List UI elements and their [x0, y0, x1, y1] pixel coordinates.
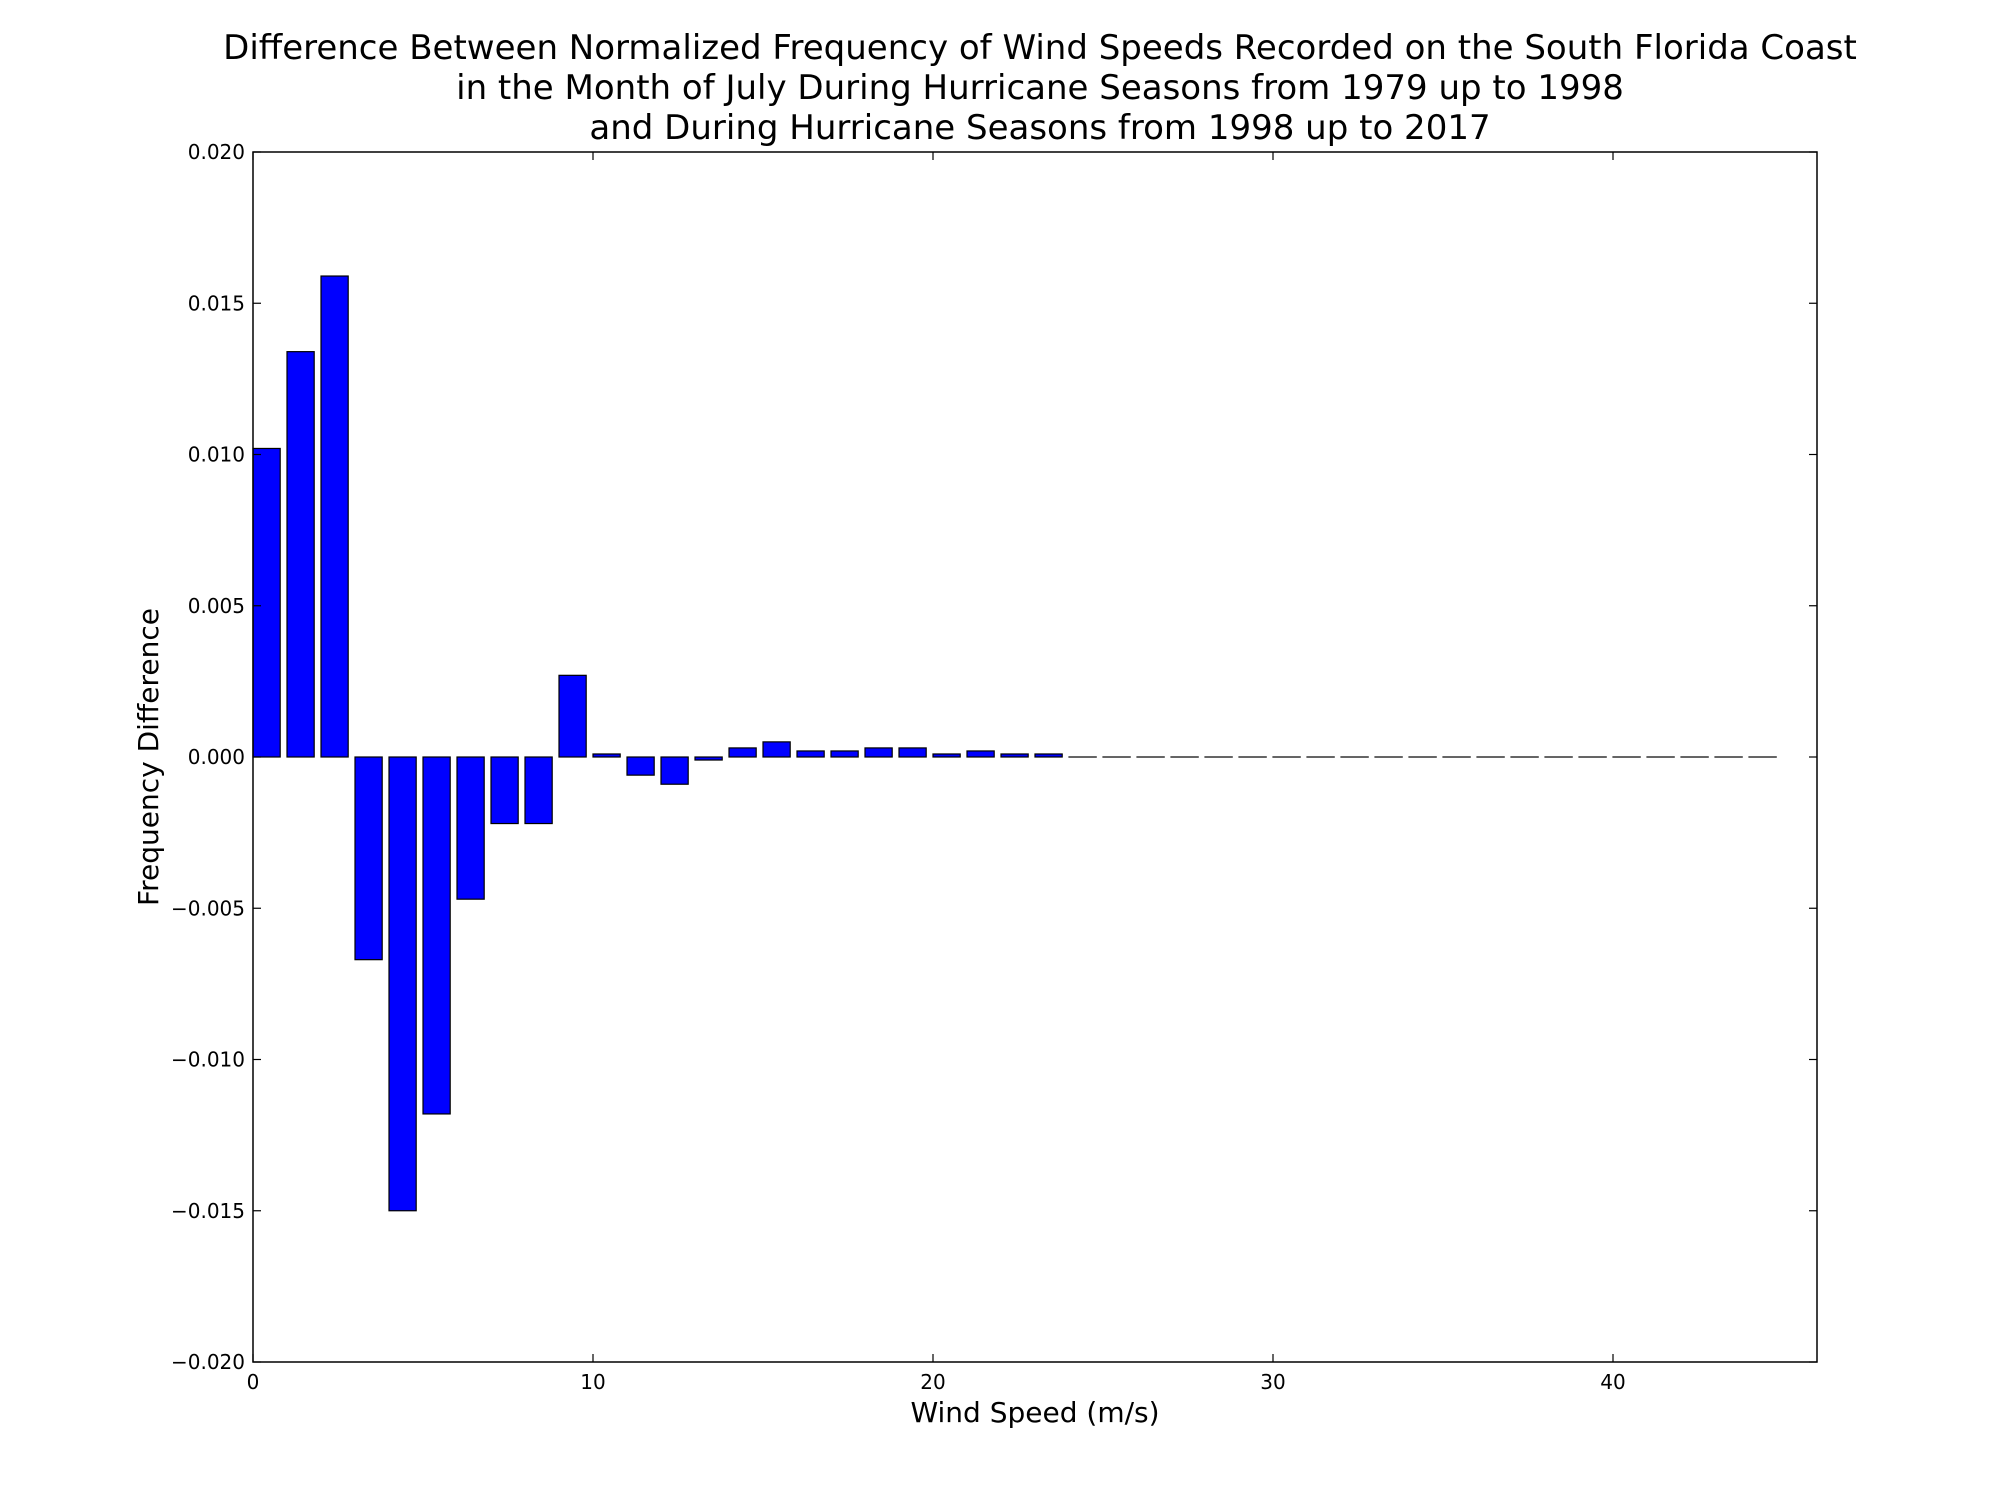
- y-tick-label: −0.020: [171, 1350, 245, 1374]
- bar-17: [830, 750, 859, 758]
- bar-8: [524, 756, 553, 825]
- chart-title: Difference Between Normalized Frequency …: [0, 28, 2000, 148]
- bar-7: [490, 756, 519, 825]
- x-tick-label: 30: [1260, 1370, 1285, 1394]
- bar-18: [864, 747, 893, 758]
- bar-5: [422, 756, 451, 1115]
- y-tick-label: −0.015: [171, 1199, 245, 1223]
- bar-11: [626, 756, 655, 776]
- bar-21: [966, 750, 995, 758]
- y-tick-label: 0.010: [188, 443, 245, 467]
- y-tick-label: 0.000: [188, 745, 245, 769]
- bar-4: [388, 756, 417, 1212]
- ticks-group: 0 10 20 30 40 −0.020 −0.015 −0.010 −0.005 0.000 0.…: [171, 140, 1817, 1394]
- bar-2: [320, 275, 349, 758]
- y-axis-label: Frequency Difference: [132, 608, 165, 906]
- bar-0: [252, 447, 281, 758]
- y-tick-label: 0.020: [188, 140, 245, 164]
- y-tick-label: 0.015: [188, 291, 245, 315]
- chart-title-line-1: Difference Between Normalized Frequency …: [223, 28, 1857, 68]
- x-axis-label: Wind Speed (m/s): [910, 1396, 1159, 1429]
- bar-6: [456, 756, 485, 900]
- x-tick-label: 10: [580, 1370, 605, 1394]
- bar-20: [932, 753, 961, 758]
- x-tick-label: 20: [920, 1370, 945, 1394]
- plot-frame: [252, 151, 1818, 1363]
- bar-1: [286, 351, 315, 758]
- bar-19: [898, 747, 927, 758]
- bar-12: [660, 756, 689, 785]
- bar-13: [694, 756, 723, 761]
- bar-3: [354, 756, 383, 961]
- bar-14: [728, 747, 757, 758]
- chart-title-line-3: and During Hurricane Seasons from 1998 u…: [589, 108, 1491, 148]
- bar-23: [1034, 753, 1063, 758]
- y-tick-label: −0.005: [171, 896, 245, 920]
- bar-16: [796, 750, 825, 758]
- y-tick-label: 0.005: [188, 594, 245, 618]
- bar-22: [1000, 753, 1029, 758]
- bar-9: [558, 674, 587, 758]
- x-tick-label: 0: [247, 1370, 260, 1394]
- x-tick-label: 40: [1600, 1370, 1625, 1394]
- bar-15: [762, 741, 791, 758]
- bar-10: [592, 753, 621, 758]
- chart-title-line-2: in the Month of July During Hurricane Se…: [456, 68, 1624, 108]
- y-tick-label: −0.010: [171, 1048, 245, 1072]
- bars-group: [252, 275, 1777, 1212]
